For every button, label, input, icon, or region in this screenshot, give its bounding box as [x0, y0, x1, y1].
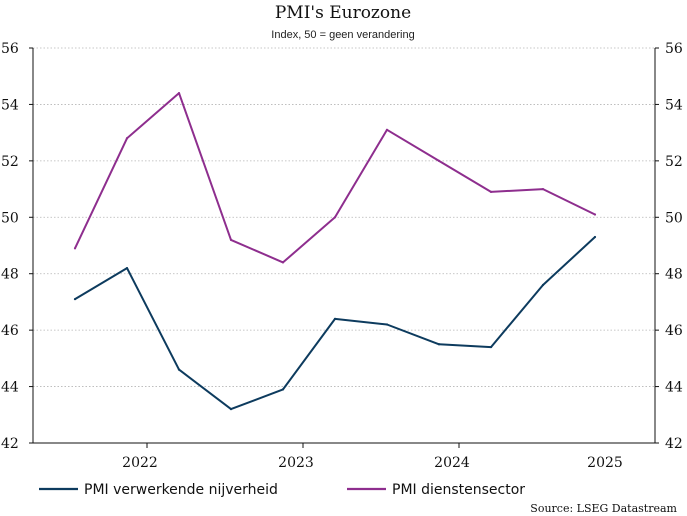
data-point-0-8 — [489, 345, 493, 349]
gridlines — [33, 47, 655, 387]
x-tick-label-2024: 2024 — [434, 455, 470, 471]
y-tick-right-42: 42 — [665, 436, 683, 452]
data-point-1-0 — [73, 247, 77, 250]
axes — [32, 48, 656, 444]
y-axis-left: 42 44 46 48 50 52 54 56 — [1, 41, 33, 452]
y-tick-right-44: 44 — [665, 380, 683, 396]
data-point-0-4 — [281, 388, 285, 391]
y-tick-left-42: 42 — [1, 436, 19, 452]
y-tick-left-54: 54 — [1, 97, 19, 113]
data-point-1-9 — [541, 187, 545, 191]
data-point-0-9 — [541, 283, 545, 287]
y-tick-right-48: 48 — [665, 267, 683, 283]
x-axis: 2022 2023 2024 2025 — [122, 443, 623, 471]
y-tick-right-50: 50 — [665, 210, 683, 226]
x-tick-label-2025: 2025 — [587, 455, 623, 471]
series-lines — [73, 92, 597, 411]
legend-label-services: PMI dienstensector — [392, 482, 525, 498]
data-point-0-7 — [437, 343, 441, 346]
data-point-1-10 — [593, 213, 597, 216]
legend-label-manufacturing: PMI verwerkende nijverheid — [84, 482, 278, 498]
data-point-0-0 — [73, 298, 77, 301]
y-tick-left-46: 46 — [1, 323, 19, 339]
x-tick-label-2023: 2023 — [278, 455, 314, 471]
data-point-1-2 — [177, 92, 181, 95]
y-tick-right-54: 54 — [665, 97, 683, 113]
source-note: Source: LSEG Datastream — [530, 502, 677, 515]
data-point-1-8 — [489, 190, 493, 193]
data-point-0-1 — [125, 266, 129, 270]
data-point-0-3 — [229, 408, 233, 411]
data-point-0-6 — [385, 323, 389, 326]
y-tick-right-56: 56 — [665, 41, 683, 57]
data-point-1-5 — [333, 216, 337, 219]
y-tick-right-52: 52 — [665, 154, 683, 170]
data-point-0-2 — [177, 368, 181, 371]
y-tick-left-48: 48 — [1, 267, 19, 283]
y-tick-left-44: 44 — [1, 380, 19, 396]
legend: PMI verwerkende nijverheid PMI dienstens… — [39, 482, 525, 498]
chart-subtitle: Index, 50 = geen verandering — [271, 29, 414, 41]
data-point-1-6 — [385, 128, 389, 131]
data-point-0-5 — [333, 317, 337, 320]
data-point-1-3 — [229, 238, 233, 241]
x-tick-label-2022: 2022 — [122, 455, 158, 471]
series-line-1 — [74, 92, 596, 264]
y-tick-left-56: 56 — [1, 41, 19, 57]
y-tick-left-50: 50 — [1, 210, 19, 226]
chart-title: PMI's Eurozone — [275, 3, 411, 23]
data-point-1-4 — [281, 261, 285, 264]
y-tick-right-46: 46 — [665, 323, 683, 339]
series-line-0 — [74, 236, 596, 411]
data-point-1-1 — [125, 137, 129, 140]
y-axis-right: 42 44 46 48 50 52 54 56 — [655, 41, 683, 452]
data-point-0-10 — [593, 235, 597, 239]
y-tick-left-52: 52 — [1, 154, 19, 170]
data-point-1-7 — [437, 159, 441, 162]
